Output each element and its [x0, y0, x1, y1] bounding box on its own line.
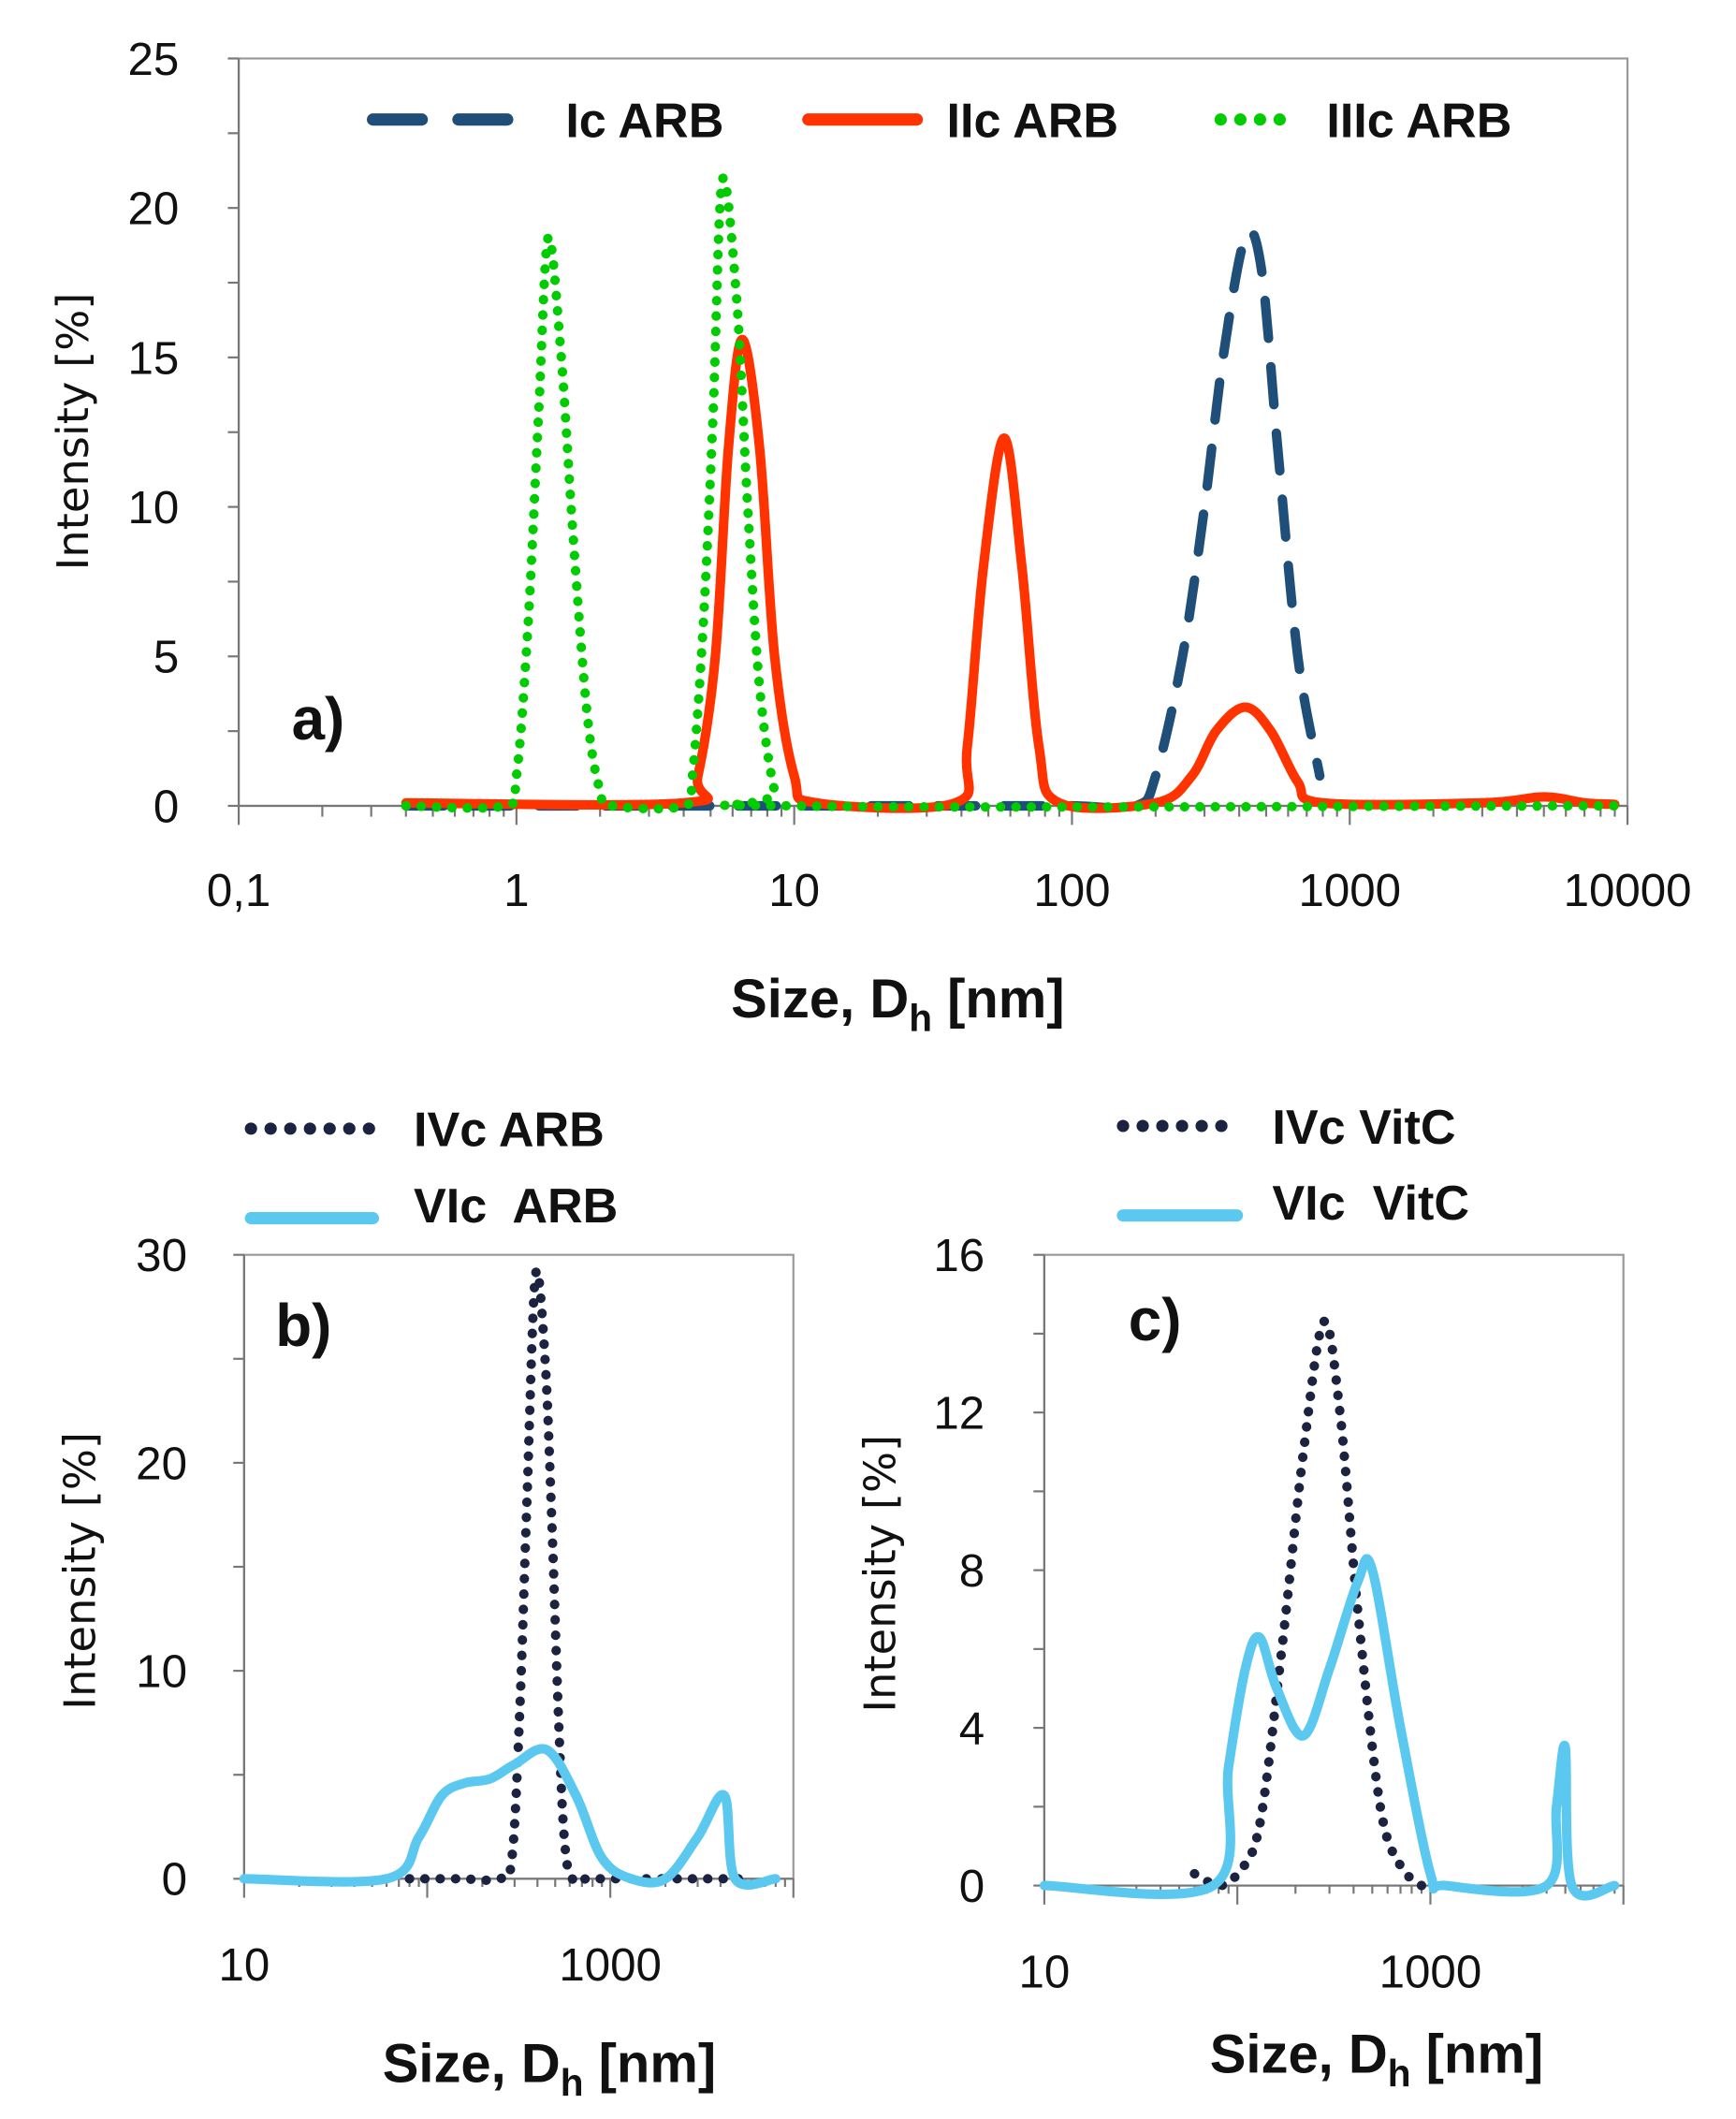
- x-axis-title: Size, Dh [nm]: [731, 970, 1064, 1039]
- x-axis-title-main: Size, D: [1210, 2025, 1388, 2085]
- y-axis-title: Intensity [%]: [854, 1435, 905, 1713]
- x-axis-title-unit: [nm]: [932, 970, 1065, 1030]
- y-tick-label: 15: [127, 332, 179, 384]
- y-tick-label: 0: [153, 781, 179, 832]
- y-tick-label: 0: [959, 1861, 985, 1912]
- x-axis-title-unit: [nm]: [1411, 2025, 1544, 2085]
- x-tick-label: 0,1: [207, 865, 271, 916]
- legend-label: Ic ARB: [565, 95, 723, 149]
- y-tick-label: 25: [127, 34, 179, 85]
- legend-label: VIc ARB: [414, 1179, 618, 1234]
- y-tick-label: 5: [153, 632, 179, 683]
- x-axis-title: Size, Dh [nm]: [383, 2035, 716, 2104]
- x-axis-title: Size, Dh [nm]: [1210, 2025, 1543, 2095]
- x-tick-label: 1000: [559, 1939, 662, 1991]
- y-tick-label: 4: [959, 1703, 985, 1754]
- legend-label: IIIc ARB: [1326, 95, 1511, 149]
- plot-area-frame: [237, 57, 1629, 808]
- series-line-vic-vitc: [1039, 1554, 1620, 1901]
- legend-label: IVc ARB: [414, 1103, 605, 1158]
- x-axis-title-unit: [nm]: [584, 2035, 717, 2095]
- x-tick-label: 1: [503, 865, 529, 916]
- chart-panel-a: 0,1 1 10 100 1000 10000 0 5 10 15 20 25 Intensity [%…: [48, 34, 1691, 1040]
- chart-panel-b: 10 1000 0 10 20 30 Intensity [%] Size, Dh [nm] b…: [54, 1103, 795, 2104]
- series-line-ivc-arb: [404, 1265, 743, 1887]
- y-axis-title: Intensity [%]: [48, 293, 98, 571]
- x-tick-label: 10: [768, 865, 820, 916]
- x-axis-title-subscript: h: [561, 2061, 584, 2104]
- x-axis-title-main: Size, D: [383, 2035, 561, 2095]
- series-line-iic-arb: [401, 334, 1620, 813]
- x-tick-label: 1000: [1298, 865, 1401, 916]
- x-axis-title-main: Size, D: [731, 970, 909, 1030]
- x-axis-title-subscript: h: [1388, 2052, 1411, 2095]
- y-axis-title: Intensity [%]: [54, 1432, 105, 1710]
- series-line-ivc-vitc: [1189, 1316, 1427, 1891]
- panel-label: c): [1129, 1286, 1182, 1353]
- panel-label: a): [292, 685, 345, 753]
- y-tick-label: 0: [162, 1854, 187, 1906]
- x-tick-label: 1000: [1379, 1946, 1482, 1997]
- y-tick-label: 12: [933, 1388, 985, 1439]
- y-tick-label: 20: [127, 183, 179, 235]
- series-line-iiic-arb: [401, 173, 1620, 814]
- panel-label: b): [275, 1292, 331, 1359]
- x-tick-label: 10: [218, 1939, 270, 1991]
- x-tick-label: 100: [1033, 865, 1110, 916]
- y-tick-label: 20: [136, 1438, 187, 1489]
- legend-label: IIc ARB: [947, 95, 1119, 149]
- legend-label: VIc VitC: [1272, 1176, 1469, 1231]
- series-line-vic-arb: [239, 1744, 780, 1890]
- y-tick-label: 10: [127, 482, 179, 533]
- y-tick-label: 8: [959, 1545, 985, 1597]
- y-tick-label: 30: [136, 1230, 187, 1281]
- x-tick-label: 10: [1018, 1946, 1070, 1997]
- legend-label: IVc VitC: [1272, 1101, 1455, 1155]
- chart-panel-c: 10 1000 0 4 8 12 16 Intensity [%] Size, Dh [nm] c…: [854, 1101, 1625, 2095]
- x-axis-title-subscript: h: [909, 997, 932, 1040]
- x-tick-label: 10000: [1564, 865, 1692, 916]
- y-tick-label: 16: [933, 1230, 985, 1281]
- y-tick-label: 10: [136, 1646, 187, 1698]
